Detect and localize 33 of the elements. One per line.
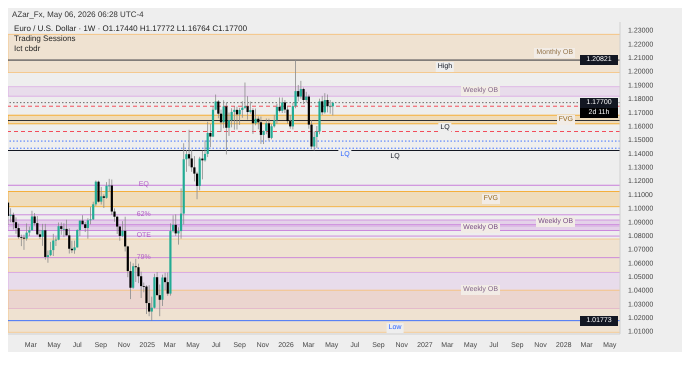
candlestick — [324, 92, 326, 114]
candlestick — [148, 284, 150, 317]
candlestick — [60, 222, 62, 236]
candlestick — [97, 180, 100, 204]
candlestick — [225, 102, 228, 155]
text: AZar_Fx, May 06, 2026 06:28 UTC-4 — [11, 9, 145, 21]
candlestick — [332, 101, 334, 116]
candlestick — [12, 212, 14, 230]
candlestick — [36, 216, 38, 236]
annotation: Ict cbdr — [14, 44, 42, 54]
candlestick — [268, 118, 270, 142]
annotation: Trading Sessions — [14, 34, 77, 44]
candlestick — [326, 94, 329, 113]
candlestick — [68, 228, 70, 254]
candlestick — [222, 100, 225, 129]
candlestick — [145, 284, 148, 314]
candlestick — [100, 186, 102, 205]
candlestick — [166, 272, 169, 296]
chart-title: Euro / U.S. Dollar · 1W · O1.17440 H1.17772 L1.16764 C1.17700 — [14, 24, 248, 34]
candlestick — [260, 116, 262, 144]
candlestick — [236, 106, 238, 130]
candlestick — [84, 222, 86, 232]
candlestick — [321, 95, 324, 116]
candlestick — [42, 223, 44, 246]
candlestick — [206, 121, 209, 158]
candlestick — [228, 112, 230, 136]
candlestick — [305, 91, 308, 104]
candlestick — [297, 84, 300, 102]
candlestick — [249, 101, 252, 114]
candlestick — [10, 208, 12, 223]
candlestick — [281, 97, 284, 114]
candlestick — [52, 233, 54, 256]
candlestick — [233, 106, 236, 130]
